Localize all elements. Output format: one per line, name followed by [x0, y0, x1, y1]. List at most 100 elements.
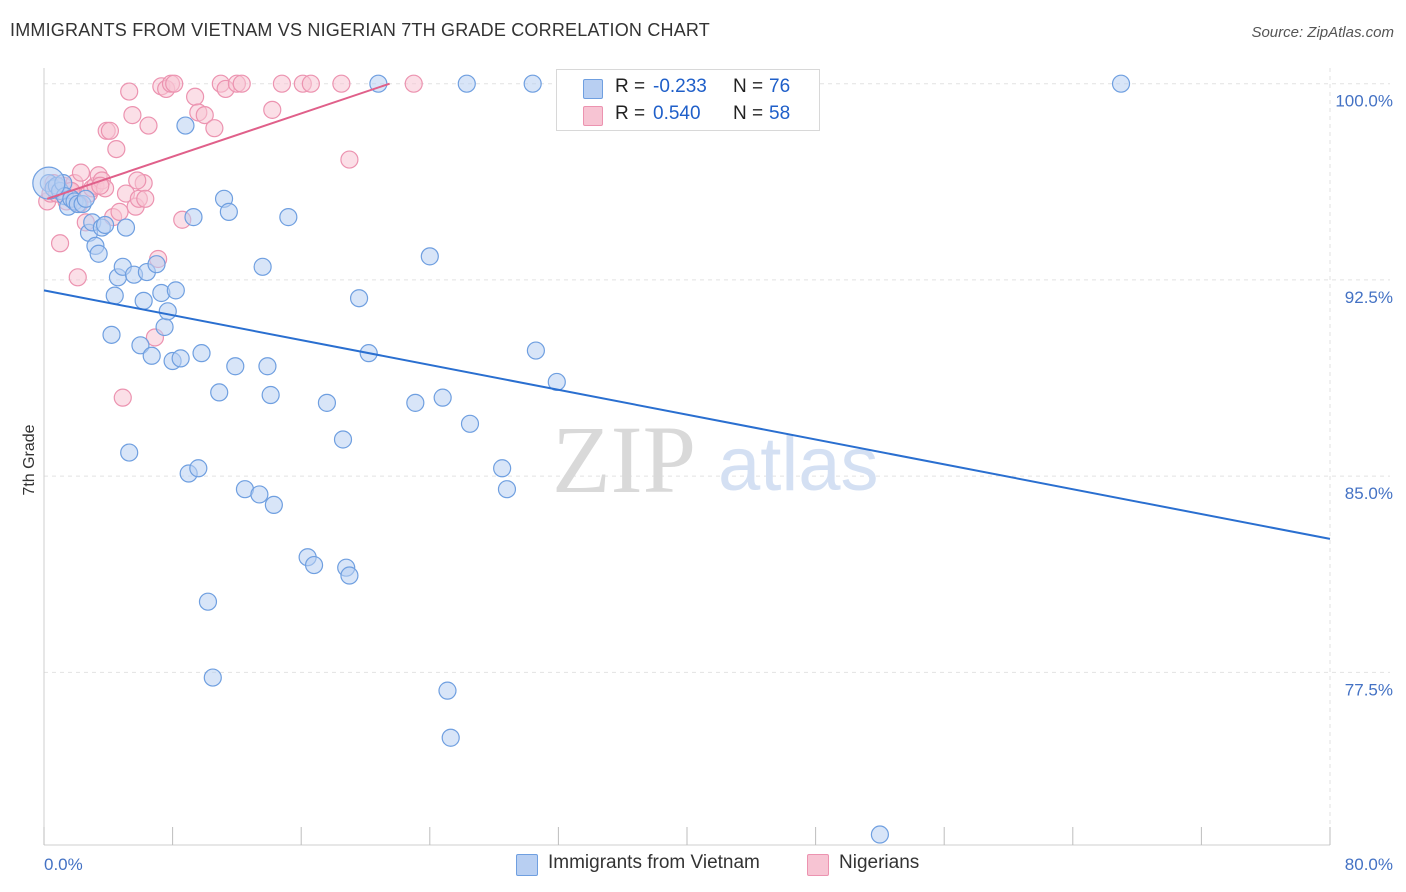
point-vietnam [189, 459, 208, 478]
point-nigerians [332, 74, 351, 93]
n-label: N = [733, 103, 764, 124]
point-vietnam [166, 281, 185, 300]
legend-swatch-blue [516, 854, 538, 876]
point-vietnam [171, 349, 190, 368]
legend-swatch-pink [583, 106, 603, 126]
point-vietnam [105, 286, 124, 305]
point-nigerians [195, 105, 214, 125]
correlation-legend: R = -0.233 N = 76 R = 0.540 N = 58 [556, 69, 820, 131]
point-vietnam [279, 208, 298, 227]
chart-title: IMMIGRANTS FROM VIETNAM VS NIGERIAN 7TH … [10, 20, 710, 40]
y-axis-label: 7th Grade [21, 424, 38, 495]
legend-label: Nigerians [839, 852, 920, 873]
point-vietnam [457, 74, 476, 93]
point-vietnam [406, 393, 425, 412]
point-nigerians [123, 105, 142, 125]
point-vietnam [176, 116, 195, 135]
point-nigerians [301, 74, 320, 93]
point-vietnam [420, 247, 439, 266]
point-vietnam [95, 215, 115, 235]
r-value: -0.233 [653, 76, 707, 97]
watermark-atlas: atlas [718, 422, 879, 507]
point-nigerians [128, 171, 147, 190]
point-vietnam [134, 291, 153, 310]
point-nigerians [139, 116, 158, 135]
point-vietnam [155, 317, 174, 337]
point-vietnam [1111, 74, 1131, 93]
x-tick-label: 0.0% [44, 855, 83, 874]
point-vietnam [203, 668, 222, 687]
point-vietnam [210, 383, 229, 402]
point-vietnam [198, 592, 218, 611]
grid-lines [44, 68, 1390, 845]
point-vietnam [340, 566, 359, 585]
point-vietnam [523, 74, 542, 93]
point-vietnam [120, 443, 139, 462]
point-nigerians [120, 82, 139, 101]
point-vietnam [102, 325, 121, 344]
point-vietnam [250, 485, 269, 504]
point-vietnam [870, 825, 890, 844]
point-vietnam [89, 244, 108, 263]
point-nigerians [113, 388, 132, 407]
y-tick-label: 100.0% [1335, 92, 1393, 111]
point-vietnam [76, 189, 95, 208]
point-vietnam [131, 336, 150, 355]
series-legend: Immigrants from Vietnam Nigerians [0, 851, 1406, 879]
point-nigerians [68, 268, 87, 287]
point-nigerians [110, 202, 129, 221]
point-vietnam [258, 357, 277, 376]
trend-lines [43, 82, 1331, 540]
point-vietnam [116, 218, 136, 237]
point-nigerians [263, 100, 282, 119]
point-vietnam [493, 459, 512, 478]
point-vietnam [438, 681, 457, 700]
point-vietnam [158, 302, 177, 321]
n-value: 58 [769, 103, 791, 124]
point-vietnam [184, 208, 203, 227]
point-nigerians [100, 121, 120, 140]
legend-row-vietnam: R = -0.233 N = 76 [557, 76, 819, 102]
trend-line-nigerians [46, 82, 390, 200]
point-nigerians [165, 74, 184, 93]
legend-swatch-pink [807, 854, 829, 876]
point-nigerians [404, 74, 423, 93]
point-vietnam [261, 385, 280, 405]
n-value: 76 [769, 76, 791, 97]
point-vietnam [526, 341, 545, 360]
y-tick-label: 92.5% [1345, 288, 1393, 307]
legend-swatch-blue [583, 79, 603, 99]
point-nigerians [186, 87, 205, 106]
point-nigerians [340, 150, 359, 169]
legend-label: Immigrants from Vietnam [548, 852, 760, 873]
point-vietnam [333, 430, 353, 449]
n-label: N = [733, 76, 764, 97]
point-vietnam [433, 388, 452, 407]
point-vietnam [441, 728, 460, 747]
tick-labels: 100.0% 92.5% 85.0% 77.5% 0.0% 80.0% [44, 92, 1393, 874]
point-vietnam [304, 555, 324, 575]
x-tick-label: 80.0% [1345, 855, 1393, 874]
point-vietnam [253, 257, 272, 276]
point-nigerians [107, 140, 126, 159]
r-value: 0.540 [653, 103, 701, 124]
legend-row-nigerians: R = 0.540 N = 58 [557, 103, 819, 129]
point-nigerians [232, 74, 251, 93]
point-vietnam [497, 480, 517, 499]
point-nigerians [205, 119, 224, 138]
point-nigerians [136, 189, 155, 208]
watermark-zip: ZIP [552, 406, 696, 513]
point-nigerians [272, 74, 292, 93]
point-vietnam [219, 202, 238, 221]
y-tick-label: 77.5% [1345, 680, 1393, 699]
point-vietnam [460, 414, 480, 433]
point-nigerians [50, 234, 70, 253]
trend-line-vietnam [43, 289, 1331, 540]
point-vietnam [192, 344, 211, 363]
point-vietnam [264, 495, 283, 514]
point-vietnam [226, 357, 245, 376]
y-tick-label: 85.0% [1345, 484, 1393, 503]
point-vietnam [317, 393, 337, 412]
zipatlas-watermark: ZIP atlas [552, 406, 879, 513]
